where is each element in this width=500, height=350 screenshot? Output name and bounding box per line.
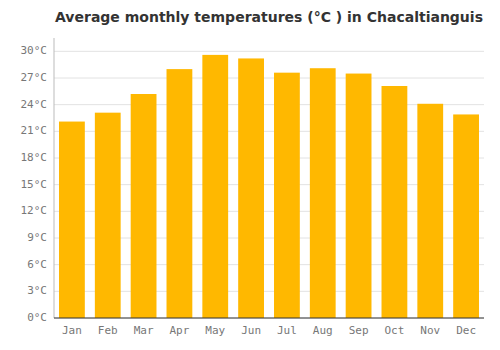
bar [59, 122, 85, 318]
chart-svg: 0°C 3°C 6°C 9°C 12°C 15°C 18°C 21°C 24°C 27°C 30°C… [0, 0, 500, 350]
x-ticks: Jan Feb Mar Apr May Jun Jul Aug Sep Oct Nov Dec [62, 324, 476, 337]
y-tick-label: 18°C [21, 151, 48, 164]
bar [238, 58, 264, 318]
grid-line [54, 318, 484, 319]
y-tick-label: 27°C [21, 71, 48, 84]
x-tick-label: Aug [313, 324, 333, 337]
x-tick-label: Jul [277, 324, 297, 337]
x-axis-line [54, 318, 484, 319]
bar [453, 114, 479, 318]
x-tick-label: Sep [349, 324, 369, 337]
bar [346, 74, 372, 318]
grid [54, 51, 484, 318]
grid-line [54, 78, 484, 79]
chart-container: 0°C 3°C 6°C 9°C 12°C 15°C 18°C 21°C 24°C 27°C 30°C… [0, 0, 500, 350]
y-tick-label: 0°C [27, 311, 47, 324]
y-axis-line [54, 38, 55, 318]
bar [382, 86, 408, 318]
bar [95, 113, 121, 318]
bar [202, 55, 228, 318]
y-tick-label: 12°C [21, 204, 48, 217]
bar [310, 68, 336, 318]
grid-line [54, 51, 484, 52]
y-tick-label: 6°C [27, 258, 47, 271]
x-tick-label: Mar [134, 324, 154, 337]
x-tick-label: Dec [456, 324, 476, 337]
y-tick-label: 24°C [21, 98, 48, 111]
bar [167, 69, 193, 318]
chart-title: Average monthly temperatures (°C ) in Ch… [55, 9, 483, 25]
y-ticks: 0°C 3°C 6°C 9°C 12°C 15°C 18°C 21°C 24°C 27°C 30°C [21, 44, 48, 324]
y-tick-label: 30°C [21, 44, 48, 57]
y-tick-label: 15°C [21, 178, 48, 191]
x-tick-label: Jan [62, 324, 82, 337]
bar [131, 94, 157, 318]
x-tick-label: May [205, 324, 225, 337]
y-tick-label: 3°C [27, 284, 47, 297]
bars [59, 55, 479, 318]
bar [274, 73, 300, 318]
x-tick-label: Nov [420, 324, 440, 337]
y-tick-label: 9°C [27, 231, 47, 244]
x-tick-label: Jun [241, 324, 261, 337]
y-tick-label: 21°C [21, 124, 48, 137]
x-tick-label: Oct [384, 324, 404, 337]
x-tick-label: Apr [169, 324, 189, 337]
x-tick-label: Feb [98, 324, 118, 337]
bar [417, 104, 443, 318]
